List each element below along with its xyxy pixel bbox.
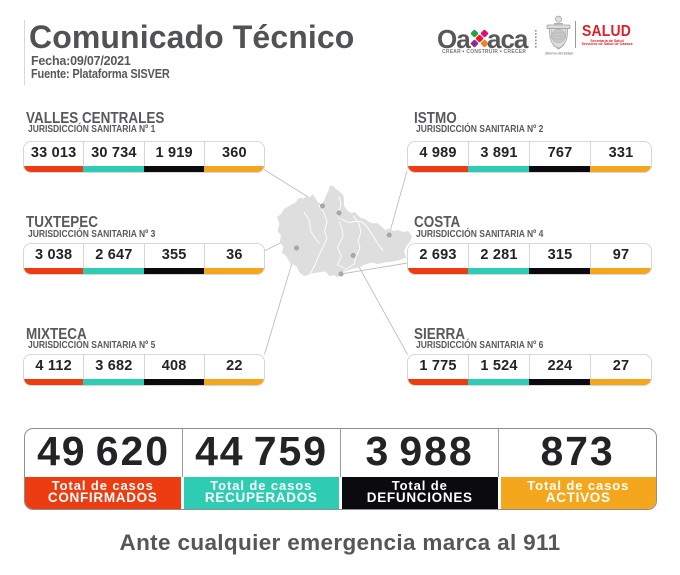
svg-text:aca: aca — [487, 24, 529, 54]
svg-text:Oa: Oa — [437, 24, 471, 54]
svg-text:Gobierno del Estado: Gobierno del Estado — [545, 51, 573, 55]
